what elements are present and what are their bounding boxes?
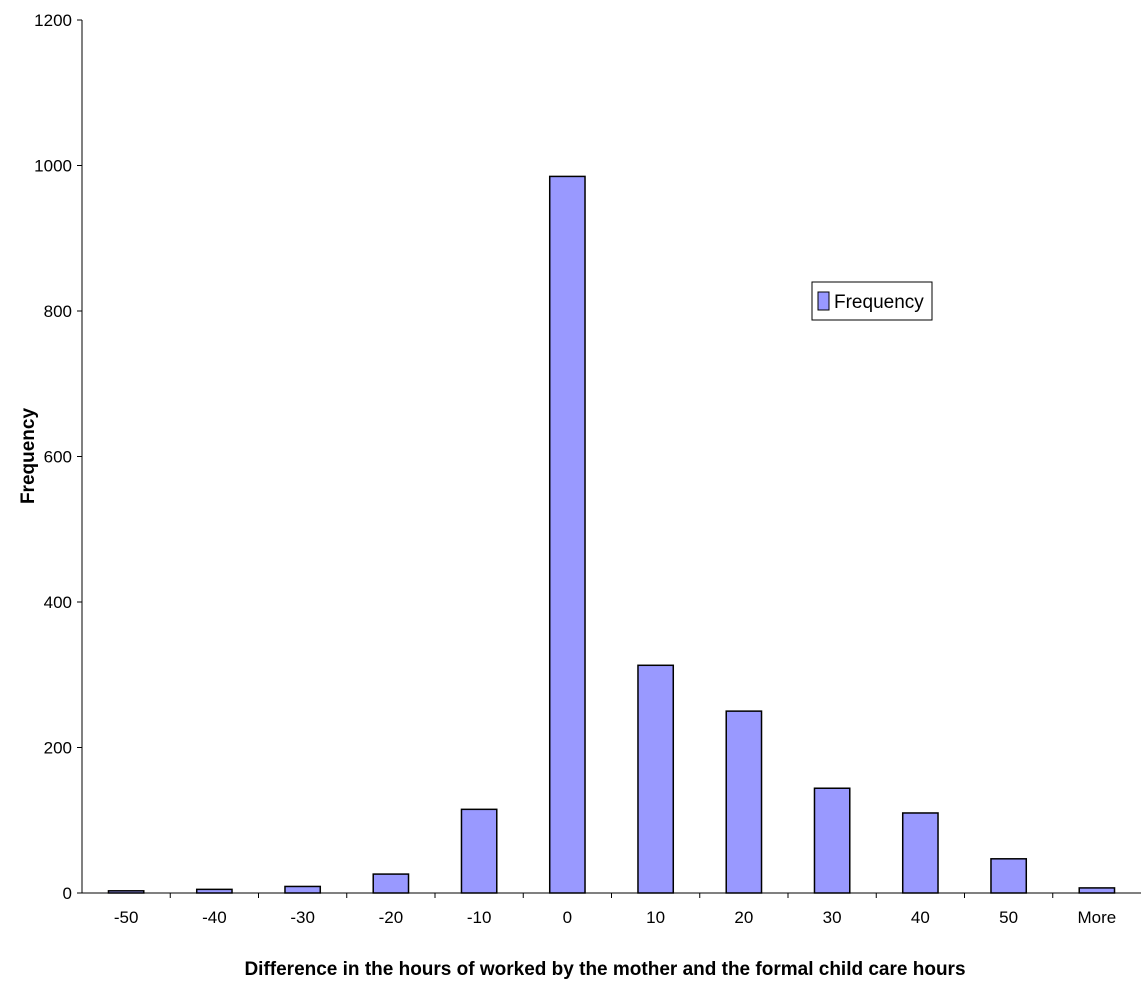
- x-tick-label: -10: [467, 908, 492, 927]
- y-tick-label: 400: [44, 593, 72, 612]
- x-ticks-layer: -50 -40 -30 -20 -10 0 10 20 30 40 50 More: [114, 893, 1116, 927]
- x-tick-label: -50: [114, 908, 139, 927]
- bar--30: [284, 885, 322, 894]
- bar--40: [195, 888, 233, 894]
- bar-20: [725, 710, 763, 894]
- bar--10: [460, 808, 498, 894]
- x-tick-label: 0: [563, 908, 572, 927]
- x-tick-label: More: [1078, 908, 1117, 927]
- x-tick-label: 20: [734, 908, 753, 927]
- y-axis-title: Frequency: [18, 408, 39, 505]
- y-ticks-layer: 0 200 400 600 800 1000 1200: [34, 11, 82, 903]
- legend-label: Frequency: [834, 292, 924, 313]
- x-tick-label: -20: [379, 908, 404, 927]
- axes-layer: [81, 20, 1141, 894]
- x-tick-label: -40: [202, 908, 227, 927]
- bar-More: [1078, 887, 1116, 894]
- x-tick-label: 40: [911, 908, 930, 927]
- legend-swatch: [817, 291, 830, 311]
- bar-30: [813, 787, 851, 894]
- y-tick-label: 800: [44, 302, 72, 321]
- y-tick-label: 600: [44, 448, 72, 467]
- bar-10: [637, 664, 675, 894]
- x-tick-label: 50: [999, 908, 1018, 927]
- bar-0: [548, 175, 586, 894]
- legend: Frequency: [811, 281, 933, 321]
- bar-40: [901, 812, 939, 894]
- x-tick-label: 10: [646, 908, 665, 927]
- bar-50: [990, 858, 1028, 894]
- x-tick-label: -30: [290, 908, 315, 927]
- x-tick-label: 30: [823, 908, 842, 927]
- y-tick-label: 1200: [34, 11, 72, 30]
- legend-box: [811, 281, 933, 321]
- y-tick-label: 200: [44, 739, 72, 758]
- y-tick-label: 1000: [34, 157, 72, 176]
- y-tick-label: 0: [63, 884, 72, 903]
- bars-layer: [107, 175, 1116, 894]
- x-axis-title: Difference in the hours of worked by the…: [244, 959, 965, 980]
- bar--20: [372, 873, 410, 894]
